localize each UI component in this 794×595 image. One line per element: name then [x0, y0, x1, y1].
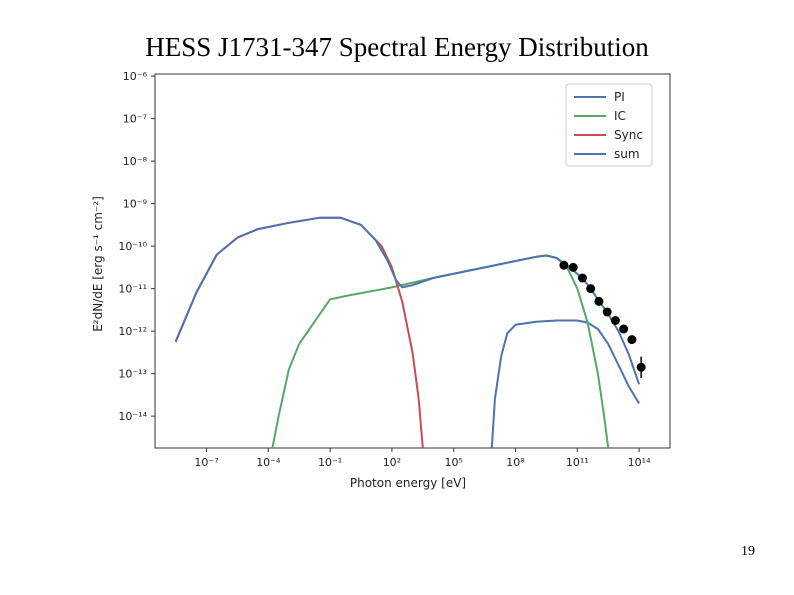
legend-label-sum: sum: [614, 147, 640, 161]
slide-title: HESS J1731-347 Spectral Energy Distribut…: [145, 32, 649, 62]
y-axis-label: E²dN/dE [erg s⁻¹ cm⁻²]: [91, 196, 105, 332]
legend-label-sync: Sync: [614, 128, 643, 142]
legend-box: [565, 83, 653, 167]
data-point-8: [627, 335, 637, 345]
y-tick-label-0: 10⁻⁶: [123, 70, 148, 83]
y-tick-label-7: 10⁻¹³: [118, 368, 147, 381]
y-tick-label-6: 10⁻¹²: [118, 325, 147, 338]
x-tick-label-3: 10²: [383, 456, 401, 469]
y-tick-label-5: 10⁻¹¹: [118, 283, 147, 296]
legend-label-ic: IC: [614, 109, 626, 123]
y-tick-label-3: 10⁻⁹: [123, 198, 147, 211]
data-point-9: [636, 362, 646, 372]
data-point-6: [610, 316, 620, 325]
x-tick-label-2: 10⁻¹: [318, 456, 342, 469]
series-line-pi: [490, 319, 640, 449]
y-tick-label-8: 10⁻¹⁴: [118, 410, 147, 423]
data-point-1: [568, 262, 578, 272]
data-point-3: [586, 284, 596, 294]
data-point-0: [559, 260, 569, 270]
measured-data-points: [559, 260, 646, 378]
x-axis-ticks: 10⁻⁷ 10⁻⁴ 10⁻¹ 10² 10⁵ 10⁸ 10¹¹ 10¹⁴: [194, 448, 651, 469]
x-axis-label: Photon energy [eV]: [350, 476, 466, 490]
legend: PI IC Sync sum: [565, 83, 653, 167]
data-point-5: [602, 307, 612, 317]
data-point-2: [577, 273, 587, 283]
x-tick-label-0: 10⁻⁷: [194, 456, 218, 469]
y-tick-label-1: 10⁻⁷: [123, 113, 147, 126]
legend-label-pi: PI: [614, 90, 625, 104]
x-tick-label-5: 10⁸: [506, 456, 525, 469]
x-tick-label-6: 10¹¹: [566, 456, 589, 469]
y-tick-label-2: 10⁻⁸: [123, 155, 148, 168]
page-number: 19: [741, 544, 755, 559]
y-axis-ticks: 10⁻⁶ 10⁻⁷ 10⁻⁸ 10⁻⁹ 10⁻¹⁰ 10⁻¹¹ 10⁻¹² 10⁻¹³ 10⁻¹…: [118, 70, 155, 423]
x-tick-label-1: 10⁻⁴: [256, 456, 281, 469]
y-tick-label-4: 10⁻¹⁰: [118, 240, 147, 253]
x-tick-label-4: 10⁵: [444, 456, 462, 469]
data-point-7: [619, 324, 629, 334]
x-tick-label-7: 10¹⁴: [628, 456, 651, 469]
data-point-4: [594, 296, 604, 306]
